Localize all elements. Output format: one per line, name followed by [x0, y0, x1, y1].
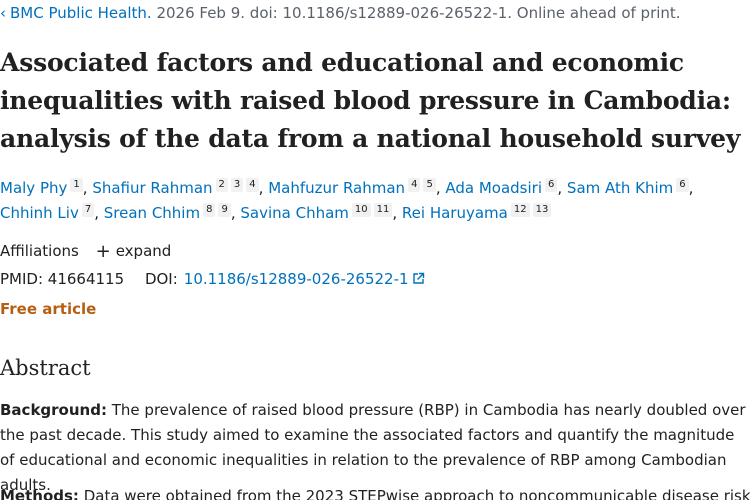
affiliation-ref-button[interactable]: 6 — [545, 178, 558, 192]
affiliation-ref-button[interactable]: 7 — [81, 203, 95, 217]
author-name-link[interactable]: Ada Moadsiri — [445, 179, 542, 197]
author-name-link[interactable]: Shafiur Rahman — [92, 179, 213, 197]
doi-link[interactable]: 10.1186/s12889-026-26522-1 — [184, 270, 425, 288]
free-article-badge: Free article — [0, 300, 97, 318]
abstract-background: Background: The prevalence of raised blo… — [0, 398, 750, 498]
affiliation-ref-button[interactable]: 10 — [351, 203, 371, 217]
pmid-label: PMID: — [0, 270, 44, 288]
citation-line: ‹ BMC Public Health. 2026 Feb 9. doi: 10.… — [0, 4, 681, 22]
affiliation-ref-button[interactable]: 8 — [203, 203, 216, 217]
author-name-link[interactable]: Maly Phy — [0, 179, 68, 197]
author-item: Savina Chham 10 11 — [240, 203, 393, 222]
affiliation-ref-button[interactable]: 5 — [423, 178, 436, 192]
background-label: Background: — [0, 401, 107, 419]
author-name-link[interactable]: Chhinh Liv — [0, 204, 79, 222]
article-title: Associated factors and educational and e… — [0, 48, 741, 153]
affiliation-ref-button[interactable]: 6 — [676, 178, 689, 192]
author-name-link[interactable]: Rei Haruyama — [401, 204, 508, 222]
methods-text: Data were obtained from the 2023 STEPwis… — [83, 487, 750, 500]
external-link-icon — [412, 272, 424, 284]
affiliation-ref-button[interactable]: 12 — [510, 203, 530, 217]
abstract-methods: Methods: Data were obtained from the 202… — [0, 484, 750, 500]
journal-link[interactable]: BMC Public Health. — [10, 4, 152, 22]
affiliation-ref-button[interactable]: 2 — [215, 178, 228, 192]
affiliations-row: Affiliations + expand — [0, 241, 171, 262]
expand-label: expand — [115, 242, 172, 260]
abstract-heading: Abstract — [0, 356, 91, 380]
pmid-value: 41664115 — [47, 270, 125, 288]
citation-details: 2026 Feb 9. doi: 10.1186/s12889-026-2652… — [156, 4, 681, 22]
affiliations-expand-toggle[interactable]: + expand — [84, 241, 172, 262]
author-item: Srean Chhim 8 9 — [103, 203, 231, 222]
author-name-link[interactable]: Sam Ath Khim — [566, 179, 674, 197]
author-list: Maly Phy 1, Shafiur Rahman 2 3 4, Mahfuzur R… — [0, 178, 694, 222]
author-item: Rei Haruyama 12 13 — [401, 203, 552, 222]
affiliation-ref-button[interactable]: 13 — [532, 203, 552, 217]
author-item: Maly Phy 1 — [0, 178, 83, 197]
author-item: Mahfuzur Rahman 4 5 — [268, 178, 436, 197]
affiliation-ref-button[interactable]: 11 — [373, 203, 393, 217]
author-item: Chhinh Liv 7 — [0, 203, 95, 222]
affiliation-ref-button[interactable]: 3 — [230, 178, 244, 192]
author-name-link[interactable]: Savina Chham — [240, 204, 349, 222]
affiliation-ref-button[interactable]: 9 — [218, 203, 231, 217]
affiliations-label: Affiliations — [0, 242, 79, 260]
chevron-left-icon: ‹ — [0, 4, 6, 22]
author-item: Shafiur Rahman 2 3 4 — [92, 178, 259, 197]
author-item: Sam Ath Khim 6 — [566, 178, 689, 197]
affiliation-ref-button[interactable]: 4 — [408, 178, 421, 192]
identifiers-row: PMID: 41664115 DOI: 10.1186/s12889-026-26… — [0, 270, 425, 288]
author-name-link[interactable]: Srean Chhim — [103, 204, 201, 222]
author-name-link[interactable]: Mahfuzur Rahman — [268, 179, 406, 197]
affiliation-ref-button[interactable]: 1 — [70, 178, 83, 192]
doi-label: DOI: — [144, 270, 178, 288]
doi-value: 10.1186/s12889-026-26522-1 — [183, 270, 409, 288]
author-item: Ada Moadsiri 6 — [445, 178, 558, 197]
methods-label: Methods: — [0, 487, 79, 500]
background-text: The prevalence of raised blood pressure … — [0, 401, 746, 494]
affiliation-ref-button[interactable]: 4 — [246, 178, 259, 192]
plus-icon: + — [95, 241, 111, 262]
